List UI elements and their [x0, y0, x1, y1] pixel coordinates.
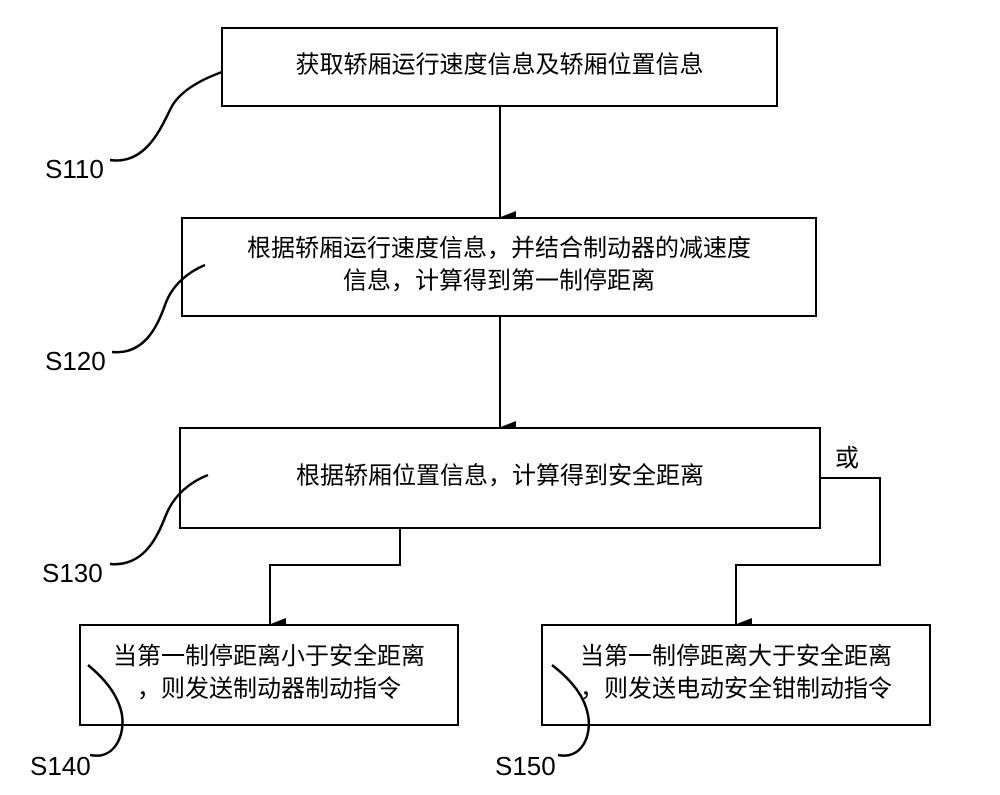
edge-label-e4: 或 [835, 445, 859, 472]
nodes-layer: 获取轿厢运行速度信息及轿厢位置信息 S110 根据轿厢运行速度信息，并结合制动器的减… [30, 28, 930, 781]
node-text-s130-line0: 根据轿厢位置信息，计算得到安全距离 [296, 462, 704, 489]
edges-layer: 或 [270, 106, 880, 625]
node-text-s150-line1: ，则发送电动安全钳制动指令 [580, 676, 892, 703]
step-label-s150: S150 [495, 751, 556, 781]
node-text-s140-line1: ，则发送制动器制动指令 [137, 676, 401, 703]
callout-s110 [110, 72, 222, 160]
step-label-s110: S110 [45, 154, 104, 184]
node-s130: 根据轿厢位置信息，计算得到安全距离 S130 [42, 428, 820, 588]
node-s150: 当第一制停距离大于安全距离 ，则发送电动安全钳制动指令 S150 [495, 625, 930, 781]
flowchart: 或 获取轿厢运行速度信息及轿厢位置信息 S110 根据轿厢运行速度信息，并结合制动器… [0, 0, 1000, 795]
step-label-s130: S130 [42, 558, 103, 588]
node-text-s120-line1: 信息，计算得到第一制停距离 [343, 268, 655, 295]
node-s140: 当第一制停距离小于安全距离 ，则发送制动器制动指令 S140 [30, 625, 458, 781]
node-text-s140-line0: 当第一制停距离小于安全距离 [113, 643, 425, 670]
node-s120: 根据轿厢运行速度信息，并结合制动器的减速度信息，计算得到第一制停距离 S120 [45, 218, 816, 376]
step-label-s140: S140 [30, 751, 91, 781]
node-s110: 获取轿厢运行速度信息及轿厢位置信息 S110 [45, 28, 777, 184]
step-label-s120: S120 [45, 346, 106, 376]
node-text-s120-line0: 根据轿厢运行速度信息，并结合制动器的减速度 [247, 235, 751, 262]
edge-e3 [270, 528, 400, 625]
node-text-s150-line0: 当第一制停距离大于安全距离 [580, 643, 892, 670]
node-text-s110-line0: 获取轿厢运行速度信息及轿厢位置信息 [296, 51, 704, 78]
